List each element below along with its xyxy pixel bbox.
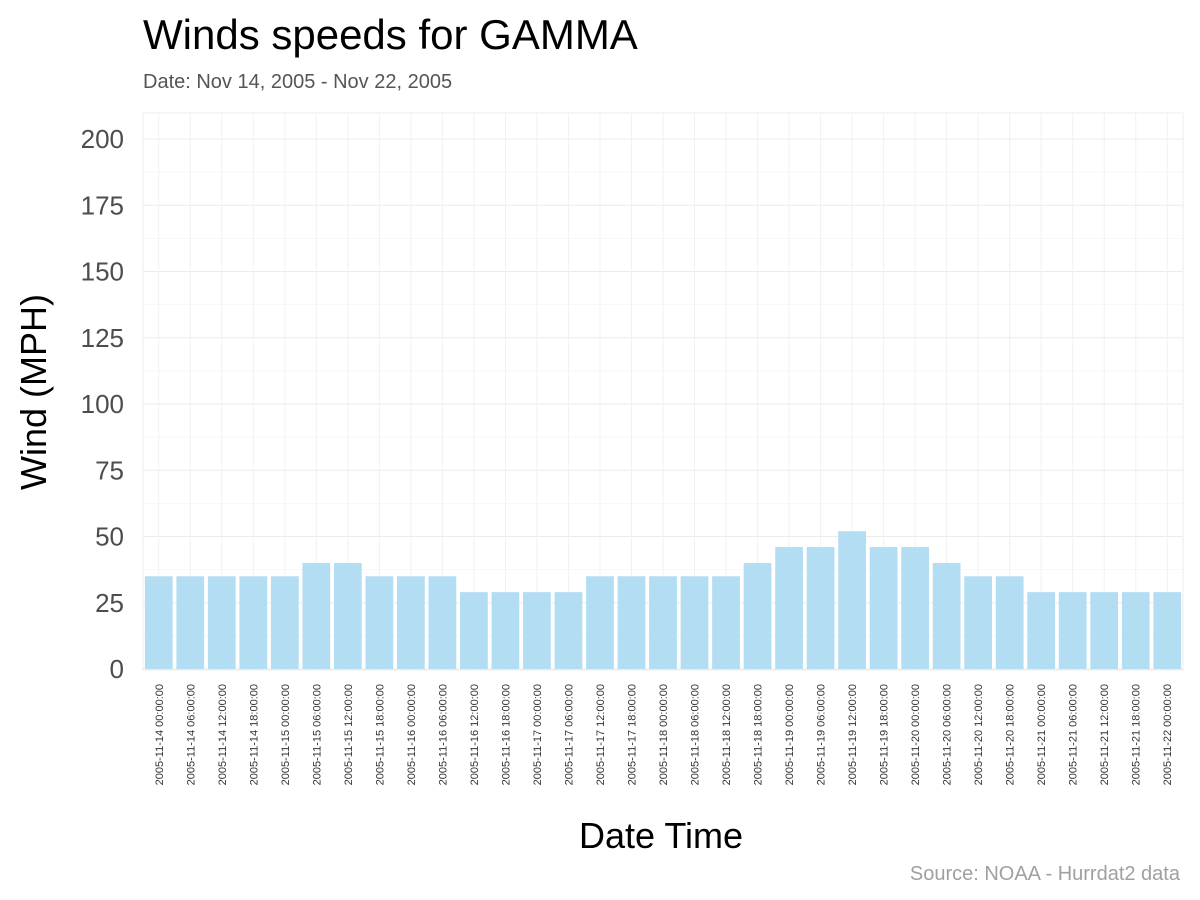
x-tick-label: 2005-11-19 06:00:00 <box>816 684 828 785</box>
bar-27 <box>995 576 1024 669</box>
x-tick-label: 2005-11-17 12:00:00 <box>595 684 607 785</box>
bar-15 <box>617 576 646 669</box>
bar-14 <box>586 576 614 669</box>
x-tick-label: 2005-11-16 06:00:00 <box>437 684 449 785</box>
x-tick-label: 2005-11-20 00:00:00 <box>910 684 922 785</box>
x-tick-label: 2005-11-17 06:00:00 <box>563 684 575 785</box>
x-tick-label: 2005-11-17 18:00:00 <box>626 684 638 785</box>
bar-29 <box>1058 592 1087 669</box>
y-tick-label: 100 <box>81 389 124 419</box>
x-tick-label: 2005-11-16 18:00:00 <box>500 684 512 785</box>
bar-25 <box>932 563 961 669</box>
bar-12 <box>523 592 551 669</box>
bar-11 <box>491 592 520 669</box>
x-axis-title: Date Time <box>579 815 743 856</box>
x-tick-label: 2005-11-19 18:00:00 <box>879 684 891 785</box>
bar-20 <box>775 547 803 669</box>
bar-5 <box>302 563 331 669</box>
x-tick-label: 2005-11-16 00:00:00 <box>406 684 418 785</box>
x-tick-label: 2005-11-22 00:00:00 <box>1162 684 1174 785</box>
bar-31 <box>1121 592 1150 669</box>
x-tick-label: 2005-11-18 06:00:00 <box>690 684 702 785</box>
x-tick-label: 2005-11-21 00:00:00 <box>1036 684 1048 785</box>
y-tick-label: 125 <box>81 323 124 353</box>
source-caption: Source: NOAA - Hurrdat2 data <box>910 863 1181 885</box>
x-tick-label: 2005-11-16 12:00:00 <box>469 684 481 785</box>
y-tick-label: 150 <box>81 257 124 287</box>
x-tick-label: 2005-11-20 06:00:00 <box>942 684 954 785</box>
bars <box>144 531 1182 669</box>
x-tick-label: 2005-11-18 18:00:00 <box>753 684 765 785</box>
bar-30 <box>1090 592 1119 669</box>
bar-3 <box>239 576 268 669</box>
x-tick-label: 2005-11-14 00:00:00 <box>154 684 166 785</box>
bar-7 <box>365 576 394 669</box>
bar-0 <box>144 576 173 669</box>
x-tick-label: 2005-11-18 00:00:00 <box>658 684 670 785</box>
bar-22 <box>838 531 866 669</box>
x-tick-label: 2005-11-20 12:00:00 <box>973 684 985 785</box>
bar-13 <box>554 592 583 669</box>
bar-16 <box>649 576 677 669</box>
x-tick-label: 2005-11-14 06:00:00 <box>185 684 197 785</box>
y-tick-label: 25 <box>95 588 124 618</box>
y-tick-label: 0 <box>110 654 124 684</box>
x-tick-label: 2005-11-15 12:00:00 <box>343 684 355 785</box>
bar-9 <box>428 576 457 669</box>
x-tick-label: 2005-11-21 06:00:00 <box>1068 684 1080 785</box>
bar-2 <box>207 576 236 669</box>
bar-32 <box>1153 592 1182 669</box>
x-tick-label: 2005-11-18 12:00:00 <box>721 684 733 785</box>
x-tick-label: 2005-11-14 18:00:00 <box>248 684 260 785</box>
x-tick-label: 2005-11-21 18:00:00 <box>1131 684 1143 785</box>
bar-19 <box>743 563 772 669</box>
x-tick-label: 2005-11-17 00:00:00 <box>532 684 544 785</box>
bar-1 <box>176 576 205 669</box>
x-tick-label: 2005-11-20 18:00:00 <box>1005 684 1017 785</box>
x-axis-ticks: 2005-11-14 00:00:00 2005-11-14 06:00:00 20… <box>154 684 1174 785</box>
bar-10 <box>460 592 488 669</box>
bar-18 <box>712 576 740 669</box>
bar-17 <box>680 576 709 669</box>
y-tick-label: 75 <box>95 455 124 485</box>
y-tick-label: 50 <box>95 522 124 552</box>
x-tick-label: 2005-11-14 12:00:00 <box>217 684 229 785</box>
y-axis-title: Wind (MPH) <box>13 294 54 490</box>
bar-6 <box>333 563 362 669</box>
bar-21 <box>806 547 835 669</box>
bar-24 <box>901 547 929 669</box>
bar-26 <box>964 576 993 669</box>
bar-8 <box>397 576 425 669</box>
x-tick-label: 2005-11-19 12:00:00 <box>847 684 859 785</box>
x-tick-label: 2005-11-15 06:00:00 <box>311 684 323 785</box>
y-tick-label: 200 <box>81 124 124 154</box>
bar-23 <box>869 547 898 669</box>
bar-4 <box>270 576 299 669</box>
x-tick-label: 2005-11-15 00:00:00 <box>280 684 292 785</box>
chart-title: Winds speeds for GAMMA <box>143 11 638 58</box>
x-tick-label: 2005-11-19 00:00:00 <box>784 684 796 785</box>
y-tick-label: 175 <box>81 190 124 220</box>
y-axis-ticks: 0 25 50 75 100 125 150 175 200 <box>81 124 124 684</box>
x-tick-label: 2005-11-21 12:00:00 <box>1099 684 1111 785</box>
bar-28 <box>1027 592 1056 669</box>
x-tick-label: 2005-11-15 18:00:00 <box>374 684 386 785</box>
chart-subtitle: Date: Nov 14, 2005 - Nov 22, 2005 <box>143 71 453 93</box>
